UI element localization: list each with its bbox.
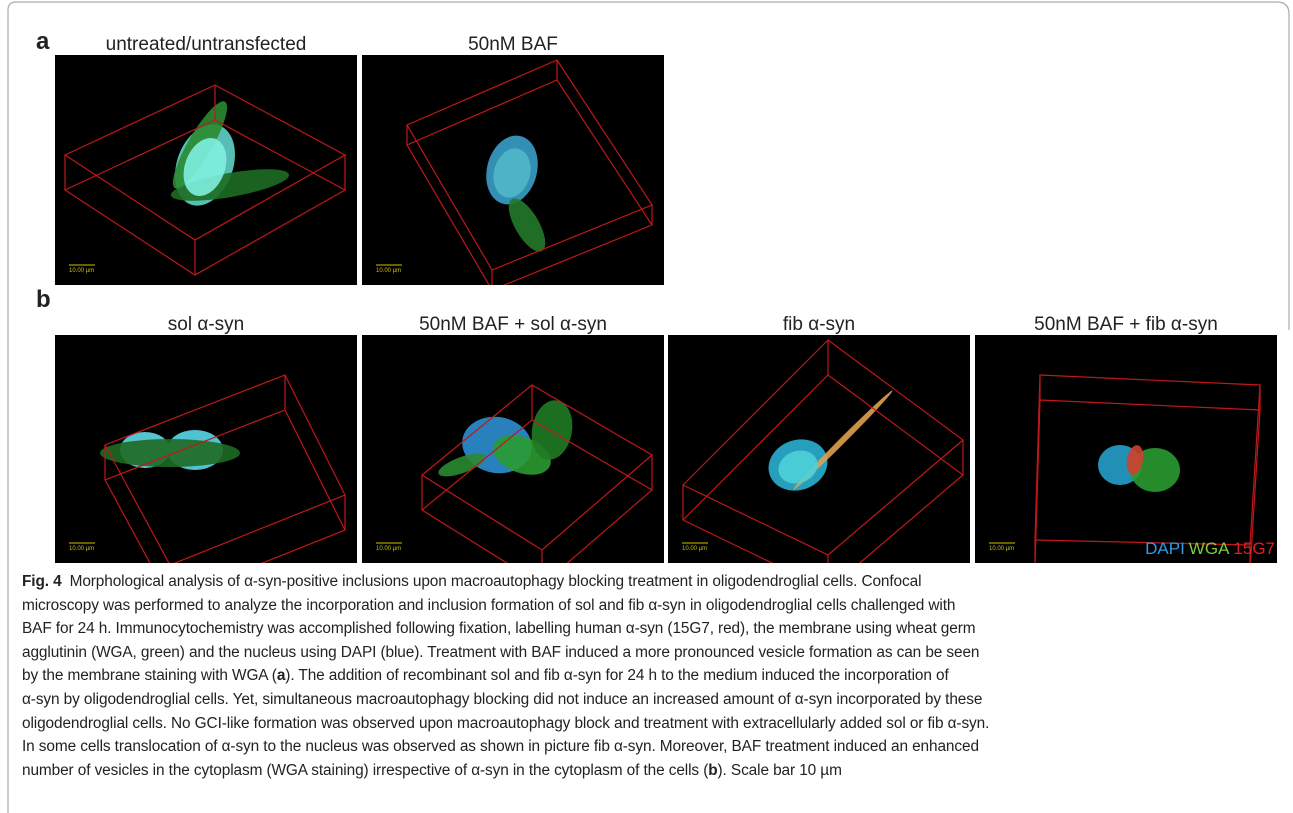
micrograph-art xyxy=(55,335,357,563)
micrograph: 10.00 µm xyxy=(362,55,664,285)
micrograph: 10.00 µm xyxy=(668,335,970,563)
caption-line: microscopy was performed to analyze the … xyxy=(22,597,955,615)
image-title: sol α-syn xyxy=(55,314,357,336)
caption-text: microscopy was performed to analyze the … xyxy=(22,597,955,614)
caption-line: α-syn by oligodendroglial cells. Yet, si… xyxy=(22,691,982,709)
micrograph-art xyxy=(55,55,357,285)
micrograph: 10.00 µm xyxy=(362,335,664,563)
caption-line: agglutinin (WGA, green) and the nucleus … xyxy=(22,644,979,662)
scale-label: 10.00 µm xyxy=(69,546,94,552)
caption-line: number of vesicles in the cytoplasm (WGA… xyxy=(22,762,842,780)
micrograph-art xyxy=(362,335,664,563)
caption-text: agglutinin (WGA, green) and the nucleus … xyxy=(22,644,979,661)
scale-label: 10.00 µm xyxy=(376,268,401,274)
caption-text: b xyxy=(708,762,717,779)
caption-text: ). Scale bar 10 µm xyxy=(718,762,842,779)
bounding-box xyxy=(105,375,345,563)
bounding-box xyxy=(683,340,963,555)
legend-entry: 15G7 xyxy=(1233,539,1275,558)
scale-label: 10.00 µm xyxy=(376,546,401,552)
caption-line: In some cells translocation of α-syn to … xyxy=(22,738,979,756)
page: a untreated/untransfected 10.00 µm 50nM BAF… xyxy=(0,0,1293,813)
caption-text: In some cells translocation of α-syn to … xyxy=(22,738,979,755)
scale-label: 10.00 µm xyxy=(682,546,707,552)
panel-label: a xyxy=(36,28,49,56)
micrograph-art xyxy=(975,335,1277,563)
legend-entry: WGA xyxy=(1189,539,1230,558)
image-title: 50nM BAF + sol α-syn xyxy=(362,314,664,336)
image-title: fib α-syn xyxy=(668,314,970,336)
micrograph: 10.00 µm xyxy=(55,55,357,285)
scale-label: 10.00 µm xyxy=(989,546,1014,552)
micrograph-art xyxy=(668,335,970,563)
scale-label: 10.00 µm xyxy=(69,268,94,274)
caption-line: oligodendroglial cells. No GCI-like form… xyxy=(22,715,989,733)
caption-text: number of vesicles in the cytoplasm (WGA… xyxy=(22,762,708,779)
micrograph: 10.00 µm xyxy=(975,335,1277,563)
caption-text: α-syn by oligodendroglial cells. Yet, si… xyxy=(22,691,982,708)
image-title: 50nM BAF xyxy=(362,34,664,56)
micrograph: 10.00 µm xyxy=(55,335,357,563)
micrograph-art xyxy=(362,55,664,285)
caption-text: oligodendroglial cells. No GCI-like form… xyxy=(22,715,989,732)
caption-line: Fig. 4 Morphological analysis of α-syn-po… xyxy=(22,573,921,591)
caption-text: Morphological analysis of α-syn-positive… xyxy=(70,573,922,590)
cell xyxy=(100,439,240,467)
caption-text: BAF for 24 h. Immunocytochemistry was ac… xyxy=(22,620,975,637)
image-title: untreated/untransfected xyxy=(55,34,357,56)
caption-line: by the membrane staining with WGA (a). T… xyxy=(22,667,949,685)
caption-line: BAF for 24 h. Immunocytochemistry was ac… xyxy=(22,620,975,638)
caption-label: Fig. 4 xyxy=(22,573,62,590)
legend-entry: DAPI xyxy=(1145,539,1185,558)
image-title: 50nM BAF + fib α-syn xyxy=(975,314,1277,336)
caption-text: by the membrane staining with WGA ( xyxy=(22,667,277,684)
panel-label: b xyxy=(36,286,51,314)
caption-text: ). The addition of recombinant sol and f… xyxy=(285,667,948,684)
